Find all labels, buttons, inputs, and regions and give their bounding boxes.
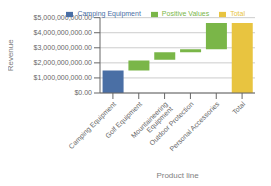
svg-text:Total: Total bbox=[231, 100, 247, 116]
svg-text:$0.00: $0.00 bbox=[74, 89, 92, 96]
svg-text:Outdoor Protection: Outdoor Protection bbox=[148, 100, 195, 147]
svg-text:$4,000,000,000.00: $4,000,000,000.00 bbox=[34, 29, 92, 36]
svg-text:$5,000,000,000.00: $5,000,000,000.00 bbox=[34, 14, 92, 21]
svg-text:Personal Accessories: Personal Accessories bbox=[168, 100, 221, 153]
svg-text:Product line: Product line bbox=[156, 171, 199, 178]
svg-text:Revenue: Revenue bbox=[8, 39, 15, 72]
svg-text:$2,000,000,000.00: $2,000,000,000.00 bbox=[34, 59, 92, 66]
svg-text:$3,000,000,000.00: $3,000,000,000.00 bbox=[34, 44, 92, 51]
svg-text:$1,000,000,000.00: $1,000,000,000.00 bbox=[34, 74, 92, 81]
svg-text:Camping Equipment: Camping Equipment bbox=[67, 100, 118, 151]
